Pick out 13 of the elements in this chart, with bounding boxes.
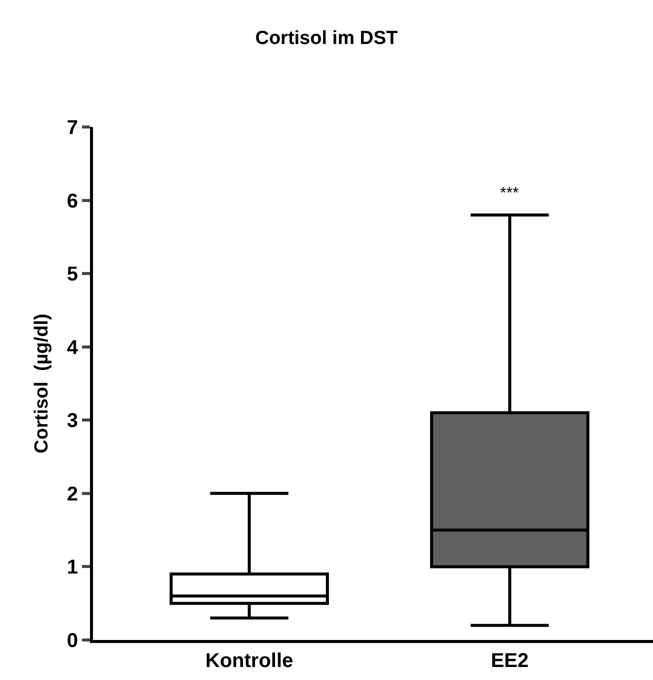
y-axis-title: Cortisol (µg/dl): [32, 314, 53, 454]
y-tick-label: 6: [66, 190, 78, 212]
annotation: ***: [500, 185, 519, 202]
y-tick-label: 4: [66, 336, 79, 359]
y-tick-label: 0: [66, 630, 78, 652]
y-tick-label: 5: [66, 264, 78, 286]
y-tick-label: 7: [66, 117, 78, 139]
y-tick-label: 2: [66, 483, 78, 506]
y-tick-label: 1: [66, 556, 78, 579]
x-tick-label: Kontrolle: [205, 650, 294, 672]
x-tick-label: EE2: [490, 650, 529, 672]
y-tick-label: 3: [66, 410, 78, 432]
chart-title: Cortisol im DST: [255, 28, 398, 49]
